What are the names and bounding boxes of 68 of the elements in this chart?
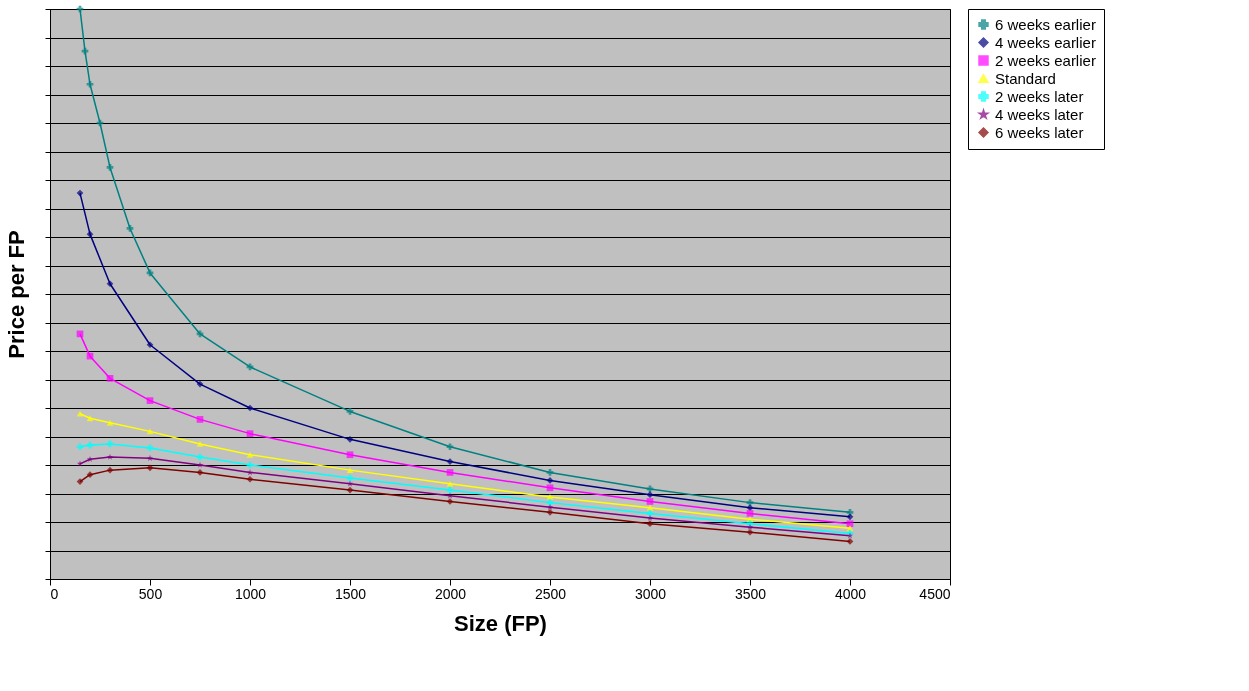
x-tick-label: 4500 [919, 585, 951, 602]
point [196, 441, 204, 447]
y-axis-title: Price per FP [4, 230, 29, 359]
point [76, 443, 84, 451]
point [446, 469, 454, 476]
point [646, 498, 654, 505]
point [106, 375, 114, 382]
x-tick-label: 3000 [634, 585, 667, 602]
point [446, 480, 454, 487]
point [106, 466, 114, 474]
point [106, 164, 114, 171]
point [246, 451, 254, 458]
point [346, 467, 354, 474]
legend-label: 4 weeks later [995, 105, 1084, 123]
point [146, 397, 154, 404]
legend-label: 6 weeks later [995, 123, 1084, 141]
point [146, 464, 154, 472]
x-tick-label: 2500 [534, 585, 567, 602]
x-tick-label: 0 [50, 585, 59, 602]
point [546, 494, 554, 500]
point [86, 455, 94, 463]
point [746, 504, 754, 512]
point [646, 504, 654, 511]
point [106, 453, 114, 460]
point [76, 189, 84, 197]
point [86, 80, 94, 88]
point [106, 280, 114, 288]
x-tick-label: 1500 [334, 585, 367, 602]
x-tick-label: 4000 [834, 585, 867, 602]
point [146, 454, 154, 461]
point [546, 484, 554, 492]
x-tick-label: 1000 [234, 585, 267, 602]
x-axis-title: Size (FP) [454, 610, 547, 636]
point [546, 503, 554, 510]
point [246, 430, 254, 437]
point [346, 486, 354, 494]
point [246, 475, 254, 483]
point [126, 225, 134, 232]
point [146, 428, 154, 435]
point [746, 528, 754, 536]
point [86, 415, 94, 422]
point [846, 513, 854, 521]
legend-label: Standard [995, 69, 1056, 87]
point [246, 404, 254, 412]
legend-label: 2 weeks earlier [995, 51, 1096, 69]
point [196, 416, 204, 423]
point [346, 451, 354, 459]
x-tick-label: 2000 [434, 585, 467, 602]
point [81, 47, 89, 55]
point [546, 469, 554, 476]
point [106, 419, 114, 426]
point [446, 443, 454, 451]
point [246, 469, 254, 476]
point [346, 436, 354, 443]
legend-label: 2 weeks later [995, 87, 1084, 105]
point [546, 508, 554, 516]
point [86, 230, 94, 238]
x-tick-label: 3500 [734, 585, 767, 602]
point [76, 410, 84, 417]
legend-label: 6 weeks earlier [995, 15, 1096, 33]
point [646, 520, 654, 528]
point [346, 408, 354, 415]
point [196, 380, 204, 388]
point [146, 341, 154, 349]
legend-label: 4 weeks earlier [995, 33, 1096, 51]
point [746, 510, 754, 517]
x-tick-label: 500 [138, 585, 163, 602]
point [86, 471, 94, 479]
